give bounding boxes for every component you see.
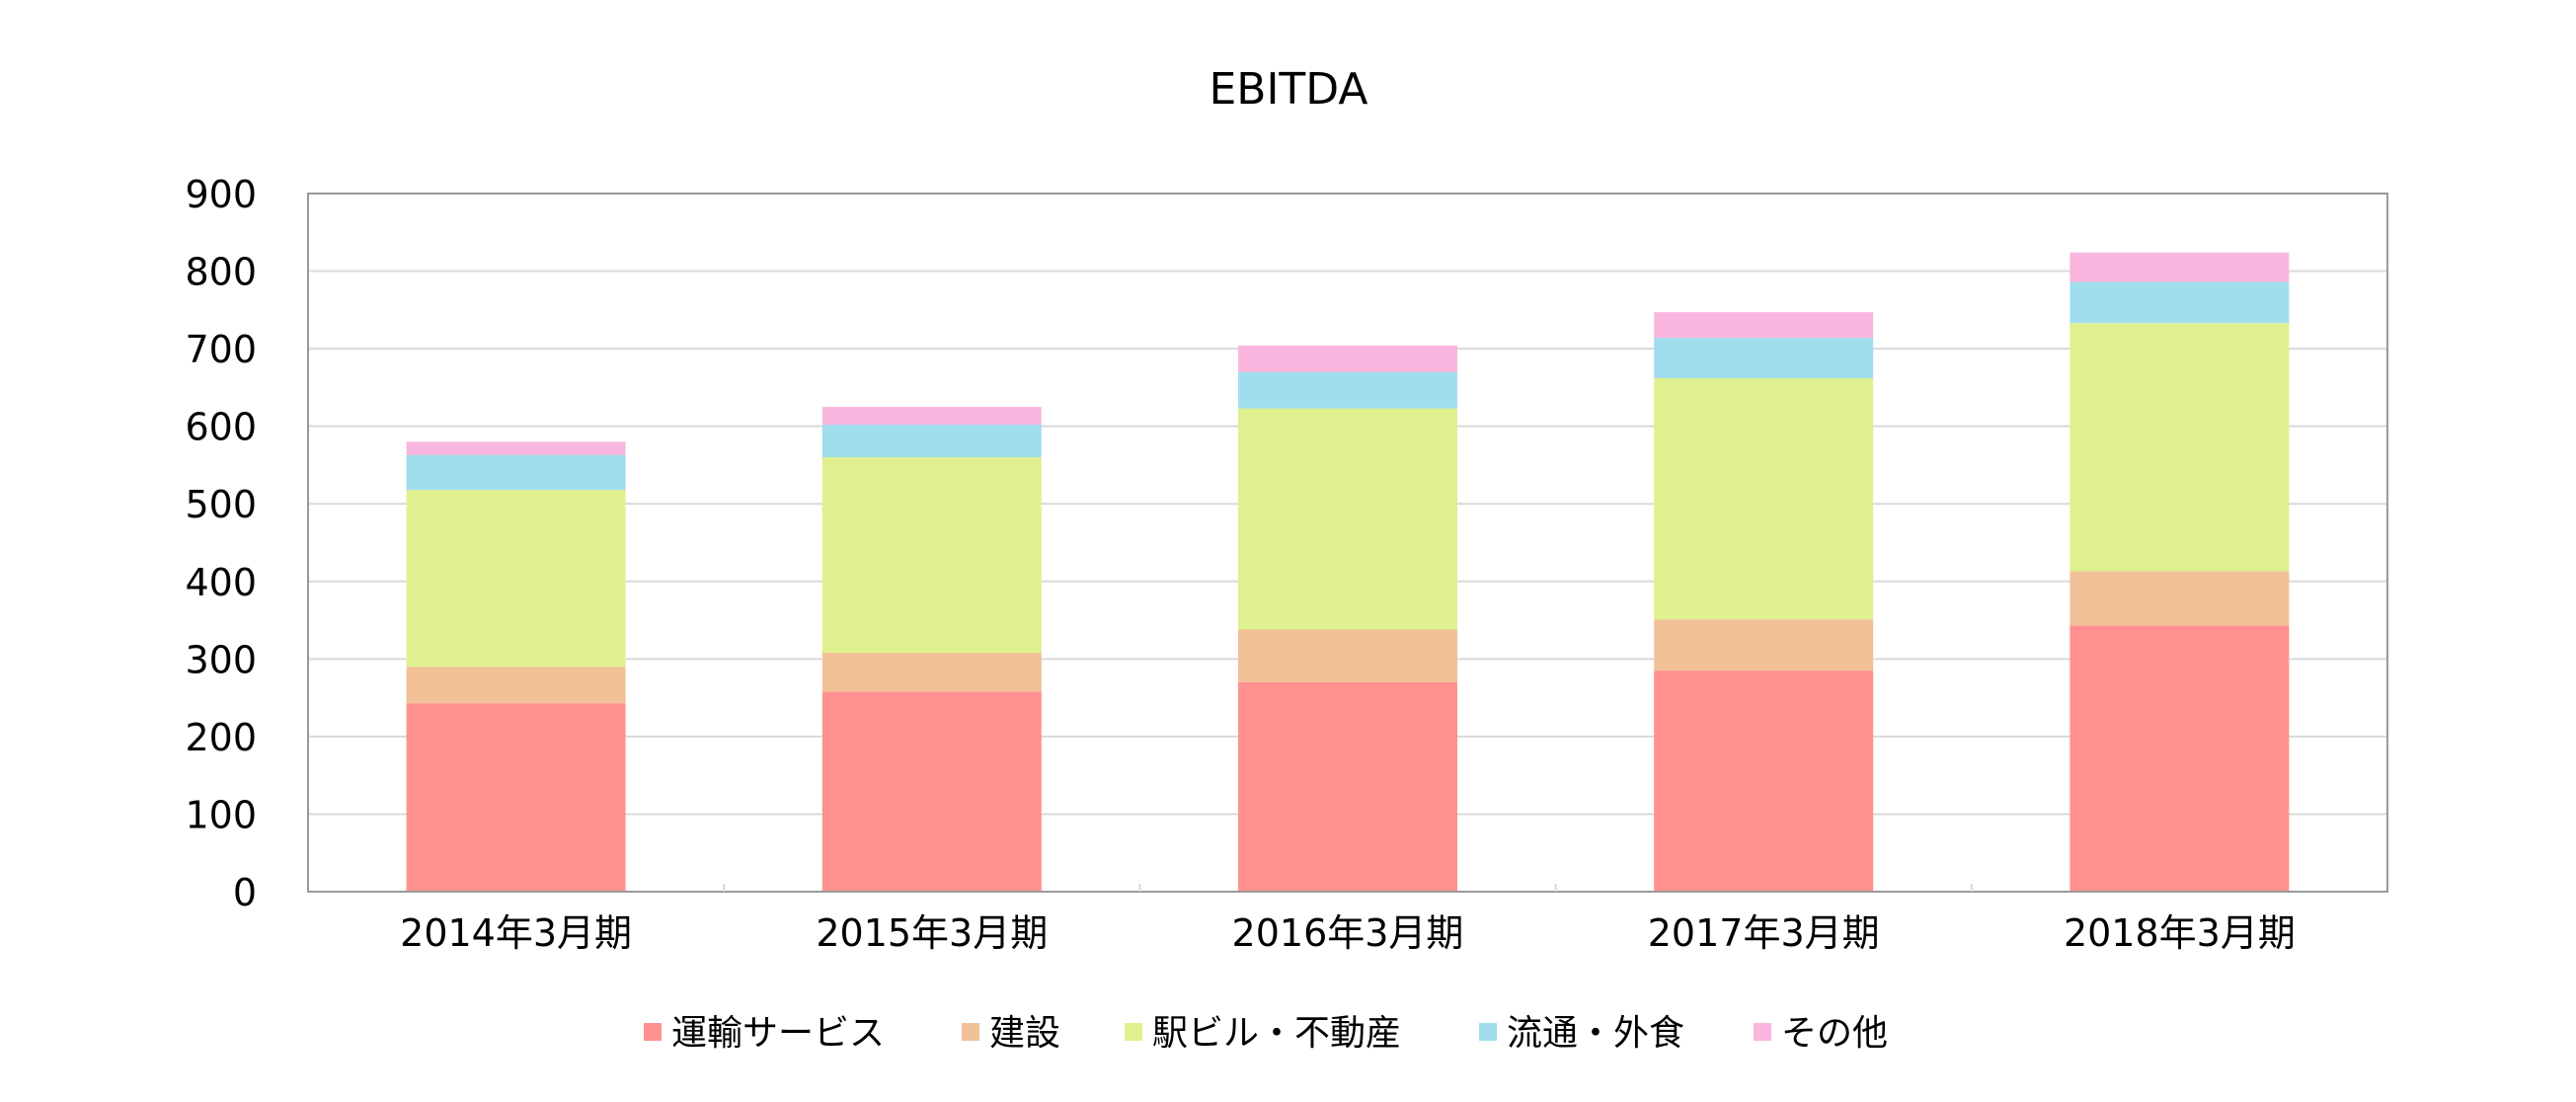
bar-segment [821, 425, 1042, 458]
x-tick-label: 2016年3月期 [1232, 911, 1464, 955]
bar-segment [821, 407, 1042, 426]
bar-segment [821, 457, 1042, 654]
y-tick-label: 900 [185, 173, 257, 216]
bar-segment [406, 490, 626, 668]
y-tick-label: 500 [185, 483, 257, 526]
bar-segment [406, 441, 626, 455]
bar-segment [1654, 338, 1874, 378]
bar-segment [1238, 345, 1457, 372]
legend-label: 駅ビル・不動産 [1152, 1013, 1401, 1054]
y-tick-label: 200 [185, 716, 257, 759]
y-tick-label: 600 [185, 406, 257, 449]
y-tick-label: 700 [185, 328, 257, 371]
legend-label: 運輸サービス [671, 1013, 885, 1054]
x-tick-label: 2015年3月期 [816, 911, 1048, 955]
bar-segment [821, 691, 1042, 892]
legend-label: 流通・外食 [1507, 1013, 1684, 1054]
bar-segment [1238, 681, 1457, 892]
y-tick-label: 0 [233, 871, 257, 914]
bar-segment [2069, 571, 2290, 626]
x-tick-label: 2017年3月期 [1648, 911, 1880, 955]
chart-title: EBITDA [1209, 64, 1367, 115]
legend-label: その他 [1781, 1013, 1888, 1054]
bar-segment [406, 454, 626, 491]
legend-label: 建設 [989, 1013, 1060, 1054]
bar-segment [1238, 371, 1457, 409]
bar-segment [1654, 619, 1874, 671]
bar-segment [406, 667, 626, 704]
legend-swatch [962, 1023, 979, 1041]
y-axis: 0 100 200 300 400 500 600 700 800 900 [185, 173, 257, 914]
x-axis: 2014年3月期 2015年3月期 2016年3月期 2017年3月期 2018年3月期 [400, 884, 2296, 955]
bar-segment [2069, 625, 2290, 892]
bar-segment [821, 653, 1042, 692]
bar-segment [2069, 323, 2290, 572]
legend-swatch [1754, 1023, 1771, 1041]
bar-segment [1238, 629, 1457, 682]
x-tick-label: 2018年3月期 [2064, 911, 2296, 955]
y-tick-label: 300 [185, 638, 257, 681]
y-tick-label: 400 [185, 561, 257, 604]
x-tick-label: 2014年3月期 [400, 911, 632, 955]
legend-swatch [1125, 1023, 1142, 1041]
legend-swatch [644, 1023, 662, 1041]
bar-segment [1238, 408, 1457, 630]
bar-segment [406, 703, 626, 892]
bar-segment [2069, 252, 2290, 282]
bar-segment [1654, 377, 1874, 620]
bar-segment [1654, 312, 1874, 339]
bar-segment [1654, 670, 1874, 892]
legend: 運輸サービス 建設 駅ビル・不動産 流通・外食 その他 [644, 1013, 1888, 1054]
y-tick-label: 800 [185, 251, 257, 294]
y-tick-label: 100 [185, 793, 257, 836]
legend-swatch [1479, 1023, 1497, 1041]
plot-area-frame [307, 193, 2388, 893]
bar-segment [2069, 281, 2290, 324]
bars [406, 252, 2290, 892]
